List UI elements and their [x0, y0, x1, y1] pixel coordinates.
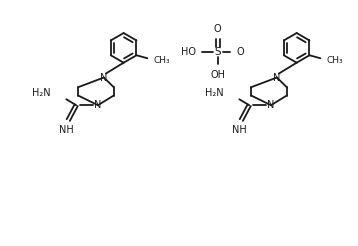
- Text: O: O: [214, 24, 221, 34]
- Text: CH₃: CH₃: [326, 56, 343, 65]
- Text: H₂N: H₂N: [32, 88, 50, 98]
- Text: N: N: [267, 100, 275, 110]
- Text: CH₃: CH₃: [153, 56, 170, 65]
- Text: HO: HO: [181, 47, 196, 57]
- Text: NH: NH: [232, 125, 247, 135]
- Text: S: S: [214, 47, 221, 57]
- Text: N: N: [273, 73, 281, 82]
- Text: N: N: [94, 100, 102, 110]
- Text: H₂N: H₂N: [205, 88, 223, 98]
- Text: N: N: [100, 73, 107, 82]
- Text: OH: OH: [210, 70, 225, 80]
- Text: NH: NH: [59, 125, 74, 135]
- Text: O: O: [236, 47, 244, 57]
